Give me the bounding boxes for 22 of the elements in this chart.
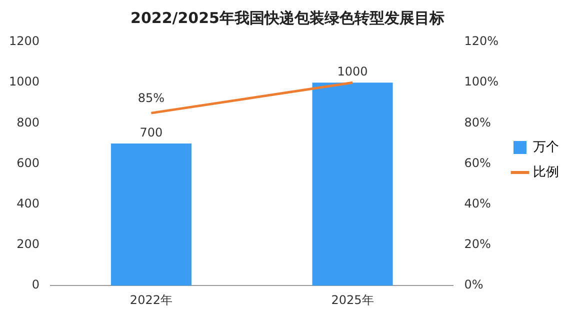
legend-label: 比例	[533, 164, 559, 180]
data-label: 1000	[337, 64, 368, 79]
y-tick-label: 0	[32, 278, 40, 292]
y-tick-label: 800	[16, 115, 40, 130]
y-tick-label: 400	[16, 196, 40, 211]
y2-tick-label: 0%	[464, 278, 484, 292]
data-label: 700	[140, 126, 163, 140]
y2-tick-label: 120%	[464, 34, 499, 48]
y2-tick-label: 100%	[464, 74, 499, 89]
chart-title: 2022/2025年我国快递包装绿色转型发展目标	[130, 8, 444, 27]
x-tick-label: 2022年	[130, 292, 172, 307]
data-label: 85%	[138, 91, 165, 106]
x-tick-label: 2025年	[331, 292, 374, 307]
y2-tick-label: 60%	[464, 156, 491, 170]
y-tick-label: 200	[16, 237, 40, 252]
y-tick-label: 600	[16, 156, 40, 170]
y2-tick-label: 40%	[464, 196, 491, 211]
y2-tick-label: 20%	[464, 237, 491, 252]
y-tick-label: 1000	[8, 74, 40, 89]
legend-label: 万个	[533, 140, 559, 155]
y2-tick-label: 80%	[464, 115, 491, 130]
y-tick-label: 1200	[8, 34, 40, 48]
